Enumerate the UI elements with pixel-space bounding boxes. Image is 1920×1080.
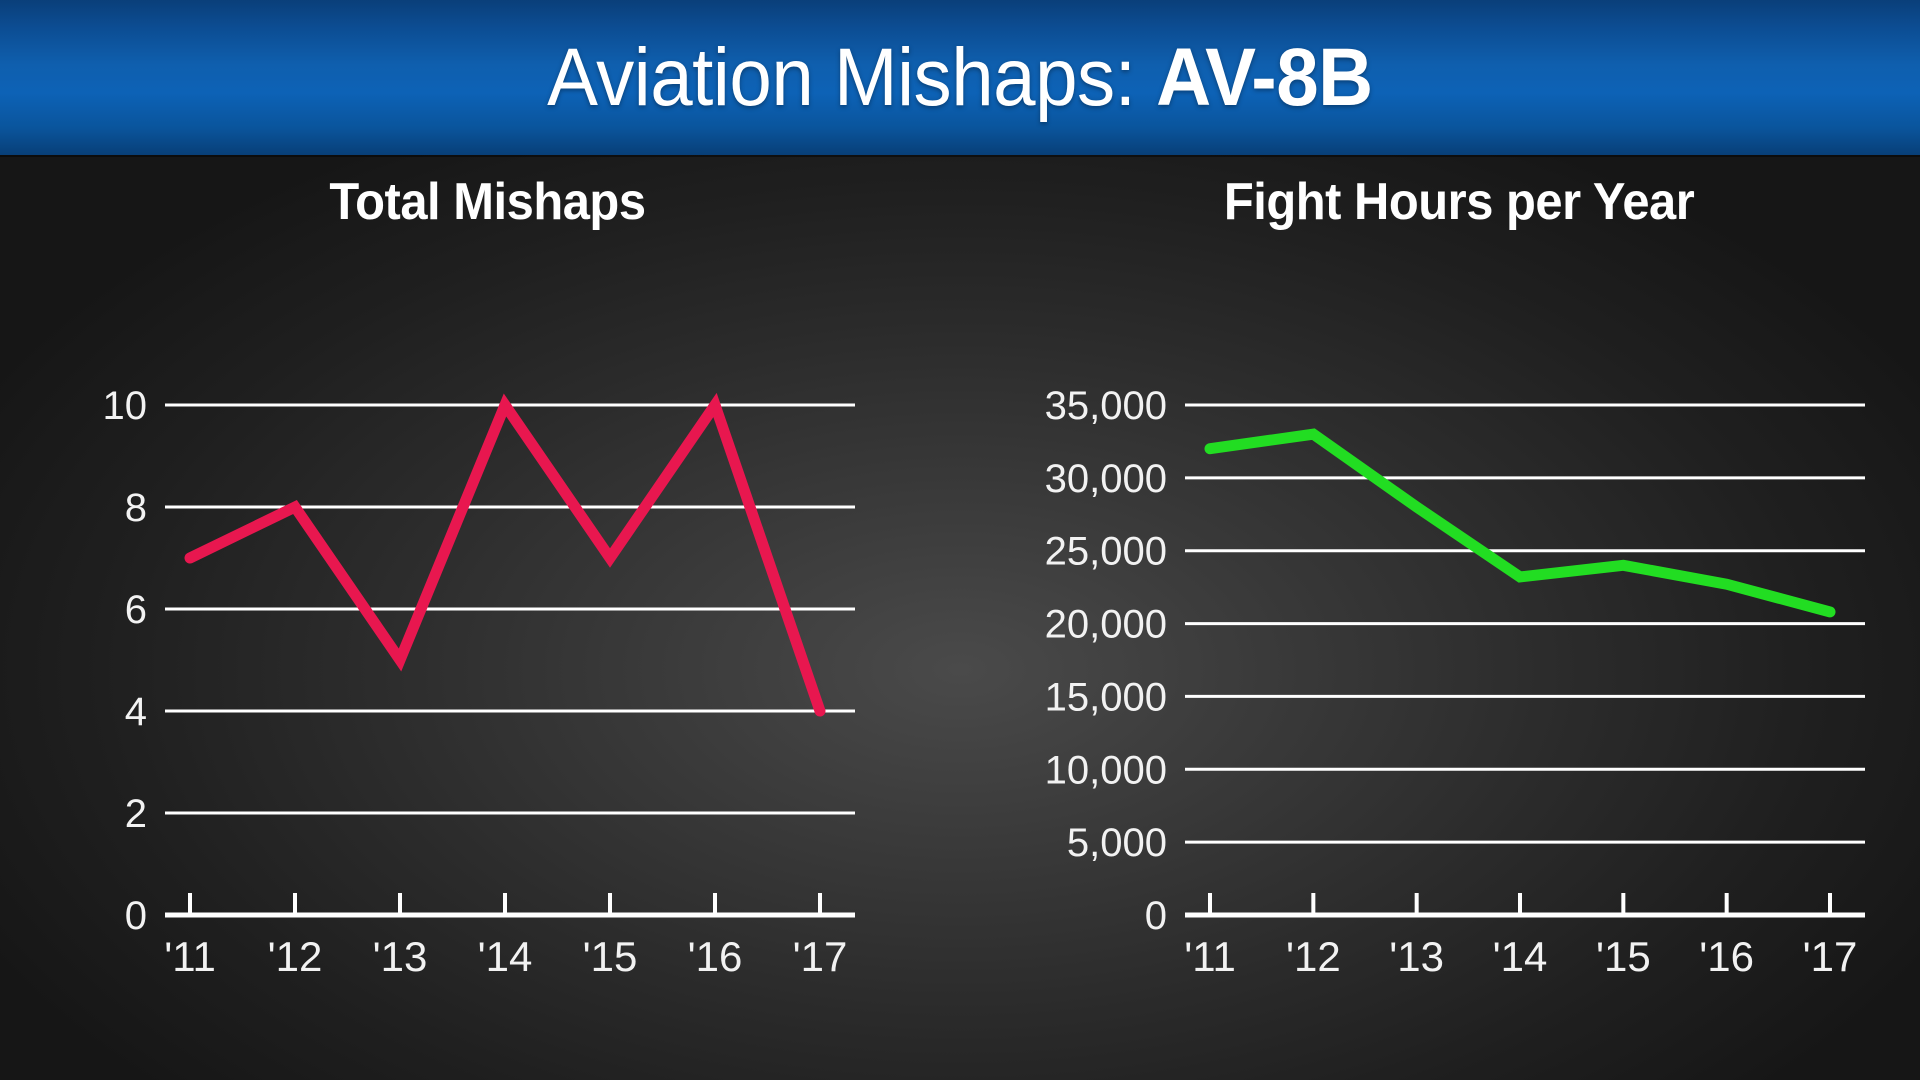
x-axis-tick-label: '15 bbox=[583, 933, 638, 980]
title-banner: Aviation Mishaps: AV-8B bbox=[0, 0, 1920, 155]
y-axis-tick-label: 10 bbox=[103, 384, 148, 428]
plot-flight-hours: 0 5,000 10,000 15,000 20,000 25,000 30,000 35,0… bbox=[940, 155, 1920, 1080]
x-axis-tick-label: '12 bbox=[1286, 933, 1341, 980]
y-axis-tick-label: 30,000 bbox=[1045, 457, 1167, 501]
y-axis-tick-label: 6 bbox=[125, 588, 147, 632]
x-axis-tick-label: '14 bbox=[478, 933, 533, 980]
page-title-light: Aviation Mishaps: bbox=[547, 31, 1157, 123]
y-axis-tick-label: 10,000 bbox=[1045, 748, 1167, 792]
y-axis-tick-label: 20,000 bbox=[1045, 603, 1167, 647]
x-axis-tick-label: '17 bbox=[1803, 933, 1858, 980]
x-axis-tick-label: '11 bbox=[1184, 933, 1236, 980]
x-axis-tick-label: '13 bbox=[1389, 933, 1444, 980]
x-axis-tick-label: '12 bbox=[268, 933, 323, 980]
chart-title-flight-hours: Fight Hours per Year bbox=[1223, 173, 1695, 231]
y-axis-tick-label: 35,000 bbox=[1045, 384, 1167, 428]
y-axis-tick-label: 25,000 bbox=[1045, 530, 1167, 574]
x-axis-tick-label: '13 bbox=[373, 933, 428, 980]
y-axis-tick-label: 0 bbox=[1145, 894, 1167, 938]
x-axis-tick-label: '16 bbox=[688, 933, 743, 980]
x-axis-tick-label: '15 bbox=[1596, 933, 1651, 980]
chart-panel-flight-hours: Fight Hours per Year 0 5,000 10,000 15,000 2… bbox=[940, 155, 1920, 1080]
y-axis-tick-label: 8 bbox=[125, 486, 147, 530]
y-axis-tick-label: 2 bbox=[125, 792, 147, 836]
chart-panel-total-mishaps: Total Mishaps 0 2 4 6 8 10 '11 '12 '13 '14 '15 '16 '… bbox=[0, 155, 940, 1080]
chart-title-total-mishaps: Total Mishaps bbox=[329, 173, 646, 231]
x-axis-tick-label: '17 bbox=[793, 933, 848, 980]
y-axis-tick-label: 15,000 bbox=[1045, 675, 1167, 719]
x-axis-tick-label: '16 bbox=[1699, 933, 1754, 980]
plot-total-mishaps: 0 2 4 6 8 10 '11 '12 '13 '14 '15 '16 '17 bbox=[0, 155, 940, 1080]
x-axis-tick-label: '14 bbox=[1493, 933, 1548, 980]
data-series-line bbox=[1204, 428, 1836, 618]
page-title: Aviation Mishaps: AV-8B bbox=[547, 36, 1373, 119]
y-axis-tick-label: 0 bbox=[125, 894, 147, 938]
data-series-line bbox=[184, 392, 826, 717]
y-axis-tick-label: 4 bbox=[125, 690, 147, 734]
charts-container: Total Mishaps 0 2 4 6 8 10 '11 '12 '13 '14 '15 '16 '… bbox=[0, 155, 1920, 1080]
page-title-bold: AV-8B bbox=[1156, 31, 1373, 123]
y-axis-tick-label: 5,000 bbox=[1067, 821, 1167, 865]
x-axis-tick-label: '11 bbox=[164, 933, 216, 980]
